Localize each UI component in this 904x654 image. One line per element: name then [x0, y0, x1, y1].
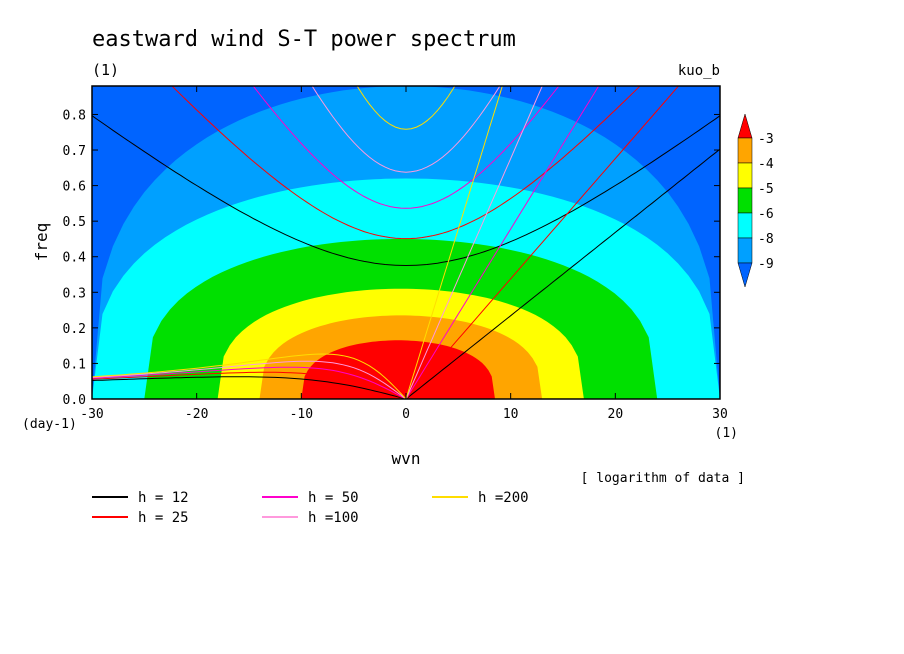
dispersion-curve-h200-0	[405, 86, 503, 399]
dispersion-curve-h100-1	[92, 360, 407, 399]
chart-title: eastward wind S-T power spectrum	[92, 27, 516, 52]
colorbar-segment	[737, 187, 753, 214]
dispersion-curve-h25-2	[171, 86, 641, 240]
x-tick-label: 0	[402, 407, 410, 422]
run-label: kuo_b	[678, 63, 720, 79]
y-tick-label: 0.0	[63, 393, 86, 408]
x-tick-label: -10	[290, 407, 313, 422]
colorbar-bottom-arrow	[737, 262, 753, 288]
y-tick-label: 0.4	[63, 251, 87, 266]
y-tick-label: 0.7	[63, 144, 86, 159]
colorbar-top-arrow	[737, 113, 753, 139]
x-tick-label: -20	[185, 407, 208, 422]
legend: h = 12 h = 25 h = 50 h =100 h =200	[92, 490, 529, 526]
colorbar-label: -9	[758, 257, 774, 272]
dispersion-curve-h25-1	[92, 371, 407, 399]
colorbar-label: -3	[758, 132, 774, 147]
dispersion-curve-h50-2	[252, 86, 560, 209]
plot-area	[92, 86, 720, 399]
x-tick-label: -30	[80, 407, 103, 422]
x-axis-label: wvn	[392, 449, 421, 468]
colorbar-label: -6	[758, 207, 774, 222]
dispersion-curve-h100-0	[405, 86, 543, 399]
dispersion-curve-h50-0	[405, 86, 600, 399]
x-tick-label: 10	[503, 407, 519, 422]
colorbar-label: -4	[758, 157, 774, 172]
dispersion-curve-h100-2	[311, 86, 501, 173]
contour-band--3	[301, 340, 495, 399]
dispersion-curve-h12-2	[92, 115, 720, 267]
x-tick-label: 30	[712, 407, 728, 422]
y-tick-label: 0.6	[63, 180, 86, 195]
legend-label: h = 50	[308, 490, 359, 506]
x-tick-label: 20	[608, 407, 624, 422]
colorbar-segment	[737, 237, 753, 264]
dispersion-curve-h50-1	[92, 366, 407, 399]
y-tick-label: 0.8	[63, 108, 86, 123]
chart-subtitle: (1)	[92, 61, 119, 79]
colorbar-segment	[737, 162, 753, 189]
dispersion-curve-h25-0	[405, 86, 680, 399]
legend-label: h = 25	[138, 510, 189, 526]
log-note: [ logarithm of data ]	[581, 471, 745, 486]
y-tick-label: 0.1	[63, 357, 86, 372]
colorbar: -3 -4 -5 -6 -8 -9	[737, 113, 774, 288]
colorbar-segment	[737, 137, 753, 164]
colorbar-label: -5	[758, 182, 774, 197]
legend-label: h =200	[478, 490, 529, 506]
dispersion-curve-h200-1	[92, 353, 407, 399]
colorbar-label: -8	[758, 232, 774, 247]
dispersion-curve-h12-1	[92, 376, 407, 399]
y-unit-label: (day-1)	[22, 417, 77, 432]
legend-label: h = 12	[138, 490, 189, 506]
dispersion-curve-h12-0	[405, 148, 720, 399]
colorbar-segment	[737, 212, 753, 239]
y-tick-label: 0.5	[63, 215, 86, 230]
x-unit-label: (1)	[715, 426, 738, 441]
y-axis-label: freq	[32, 223, 51, 262]
y-tick-label: 0.3	[63, 286, 86, 301]
y-tick-label: 0.2	[63, 322, 86, 337]
dispersion-curve-h200-2	[356, 86, 456, 130]
legend-label: h =100	[308, 510, 359, 526]
